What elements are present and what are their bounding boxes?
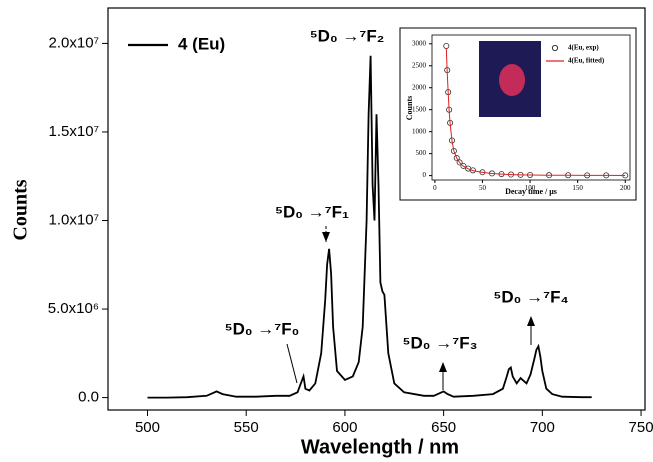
- annotation: ⁵D₀ →⁷F₀: [225, 319, 300, 338]
- plot-frame: [107, 7, 646, 411]
- x-tick-label: 500: [135, 419, 160, 436]
- data-point: [456, 159, 463, 166]
- x-tick-label: 50: [479, 184, 487, 192]
- y-tick-label: 1000: [412, 127, 427, 135]
- legend-swatch: [551, 44, 559, 52]
- inset-y-axis-title: Counts: [405, 96, 414, 120]
- y-tick-label: 3000: [412, 39, 427, 47]
- x-tick-label: 650: [431, 419, 456, 436]
- data-line: [147, 55, 592, 399]
- inset-x-axis-title: Decay time / μs: [505, 187, 557, 196]
- x-tick-label: 550: [234, 419, 259, 436]
- x-tick-label: 200: [620, 184, 631, 192]
- arrow: [286, 343, 298, 384]
- inset-plot-frame: [431, 34, 631, 181]
- legend-label: 4(Eu, fitted): [568, 57, 605, 65]
- arrow-head: [439, 362, 447, 372]
- annotation: ⁵D₀ →⁷F₂: [310, 26, 385, 45]
- arrow-head: [527, 316, 535, 326]
- y-tick-label: 2000: [412, 83, 427, 91]
- x-tick-label: 150: [572, 184, 583, 192]
- data-line: [445, 48, 626, 176]
- x-tick-label: 700: [530, 419, 555, 436]
- x-axis-title: Wavelength / nm: [301, 436, 459, 458]
- legend-label: 4 (Eu): [178, 34, 225, 53]
- x-tick-label: 0: [433, 184, 437, 192]
- y-tick-label: 1.0x10⁷: [49, 211, 99, 228]
- y-tick-label: 2500: [412, 61, 427, 69]
- annotation: ⁵D₀ →⁷F₃: [403, 333, 478, 352]
- data-point: [453, 155, 460, 162]
- data-point: [469, 167, 476, 174]
- y-tick-label: 0: [423, 171, 427, 179]
- y-axis-title: Counts: [10, 179, 32, 240]
- arrow-head: [322, 232, 330, 242]
- x-tick-label: 600: [332, 419, 357, 436]
- data-point: [460, 162, 467, 169]
- y-tick-label: 0.0: [78, 389, 99, 406]
- annotation: ⁵D₀ →⁷F₁: [275, 202, 349, 221]
- y-tick-label: 500: [416, 149, 427, 157]
- x-tick-label: 750: [629, 419, 653, 436]
- y-tick-label: 1500: [412, 105, 427, 113]
- y-tick-label: 5.0x10⁶: [48, 300, 99, 317]
- legend-label: 4(Eu, exp): [568, 44, 599, 52]
- annotation: ⁵D₀ →⁷F₄: [493, 287, 568, 306]
- inset-photo-glow: [499, 64, 525, 96]
- y-tick-label: 1.5x10⁷: [49, 123, 99, 140]
- x-tick-label: 100: [525, 184, 536, 192]
- y-tick-label: 2.0x10⁷: [49, 34, 99, 51]
